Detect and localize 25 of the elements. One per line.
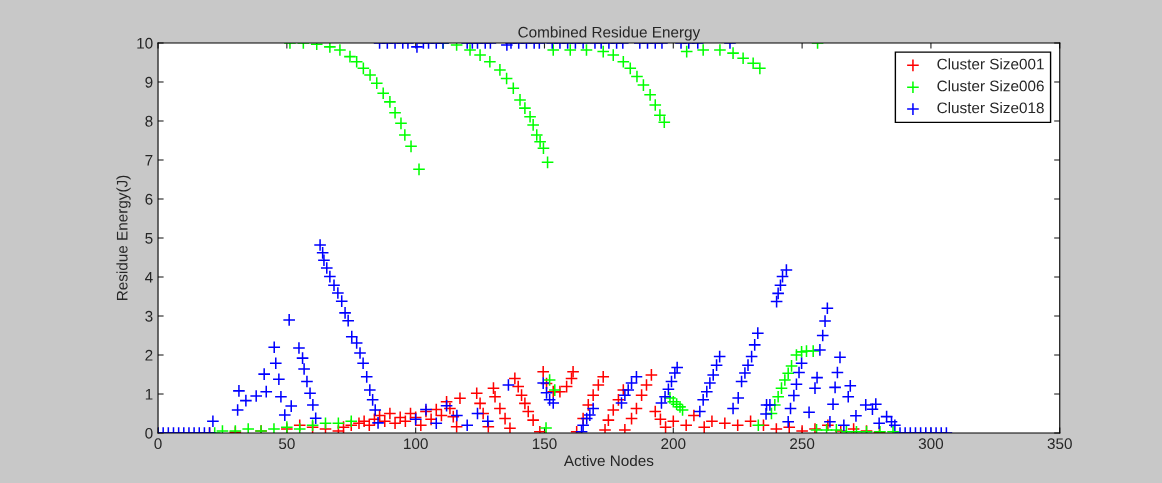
y-tick-label: 6: [145, 193, 153, 205]
x-tick-label: 200: [661, 438, 686, 450]
x-tick-label: 0: [154, 438, 162, 450]
y-tick-label: 0: [145, 427, 153, 439]
legend-label: Cluster Size018: [937, 102, 1044, 114]
x-tick-label: 250: [790, 438, 815, 450]
x-tick-label: 100: [404, 438, 428, 450]
x-tick-label: 300: [918, 438, 944, 450]
y-tick-label: 1: [145, 389, 153, 400]
legend-label: Cluster Size006: [937, 80, 1044, 92]
y-tick-label: 9: [145, 76, 153, 88]
legend-label: Cluster Size001: [937, 58, 1044, 70]
y-tick-label: 10: [137, 37, 153, 49]
x-tick-label: 350: [1047, 438, 1072, 450]
x-axis-title: Active Nodes: [563, 454, 654, 467]
y-axis-title: Residue Energy(J): [116, 175, 131, 300]
x-tick-label: 150: [532, 438, 557, 450]
chart-title: Combined Residue Energy: [518, 26, 701, 41]
y-tick-label: 2: [145, 349, 153, 361]
y-tick-label: 7: [145, 155, 153, 166]
y-tick-label: 3: [145, 310, 153, 322]
x-tick-label: 50: [278, 438, 295, 450]
y-tick-label: 5: [145, 233, 153, 244]
y-tick-label: 4: [145, 272, 153, 283]
y-tick-label: 8: [145, 115, 153, 127]
